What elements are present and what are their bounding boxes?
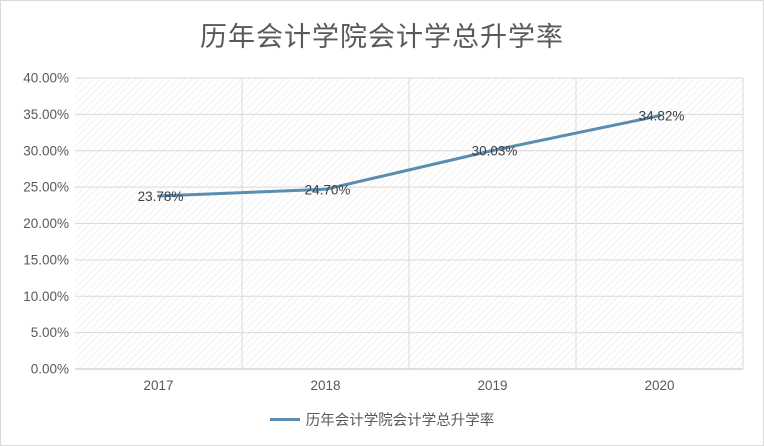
data-label: 24.70%	[305, 182, 351, 197]
series-group	[157, 114, 661, 198]
data-label: 30.03%	[472, 144, 518, 159]
y-tick-label: 25.00%	[23, 180, 69, 195]
series-line	[157, 114, 661, 198]
legend-label: 历年会计学院会计学总升学率	[305, 413, 495, 429]
grid-lines	[75, 77, 744, 369]
x-tick-label: 2020	[644, 378, 674, 393]
data-labels: 23.78% 24.70% 30.03% 34.82%	[138, 109, 685, 204]
y-tick-label: 30.00%	[23, 143, 69, 158]
y-tick-label: 5.00%	[31, 325, 69, 340]
y-tick-label: 0.00%	[31, 362, 69, 377]
x-tick-label: 2019	[477, 378, 507, 393]
y-tick-label: 40.00%	[23, 71, 69, 86]
legend-swatch	[269, 418, 300, 421]
y-axis: 0.00% 5.00% 10.00% 15.00% 20.00% 25.00% 30.00%…	[23, 71, 69, 377]
data-label: 23.78%	[138, 189, 184, 204]
data-label: 34.82%	[639, 109, 685, 124]
y-tick-label: 20.00%	[23, 216, 69, 231]
x-tick-label: 2018	[310, 378, 340, 393]
y-tick-label: 15.00%	[23, 252, 69, 267]
y-tick-label: 35.00%	[23, 107, 69, 122]
x-tick-label: 2017	[143, 378, 173, 393]
y-tick-label: 10.00%	[23, 289, 69, 304]
x-axis: 2017 2018 2019 2020	[75, 368, 743, 393]
legend: 历年会计学院会计学总升学率	[1, 409, 763, 430]
chart-title: 历年会计学院会计学总升学率	[200, 22, 564, 53]
